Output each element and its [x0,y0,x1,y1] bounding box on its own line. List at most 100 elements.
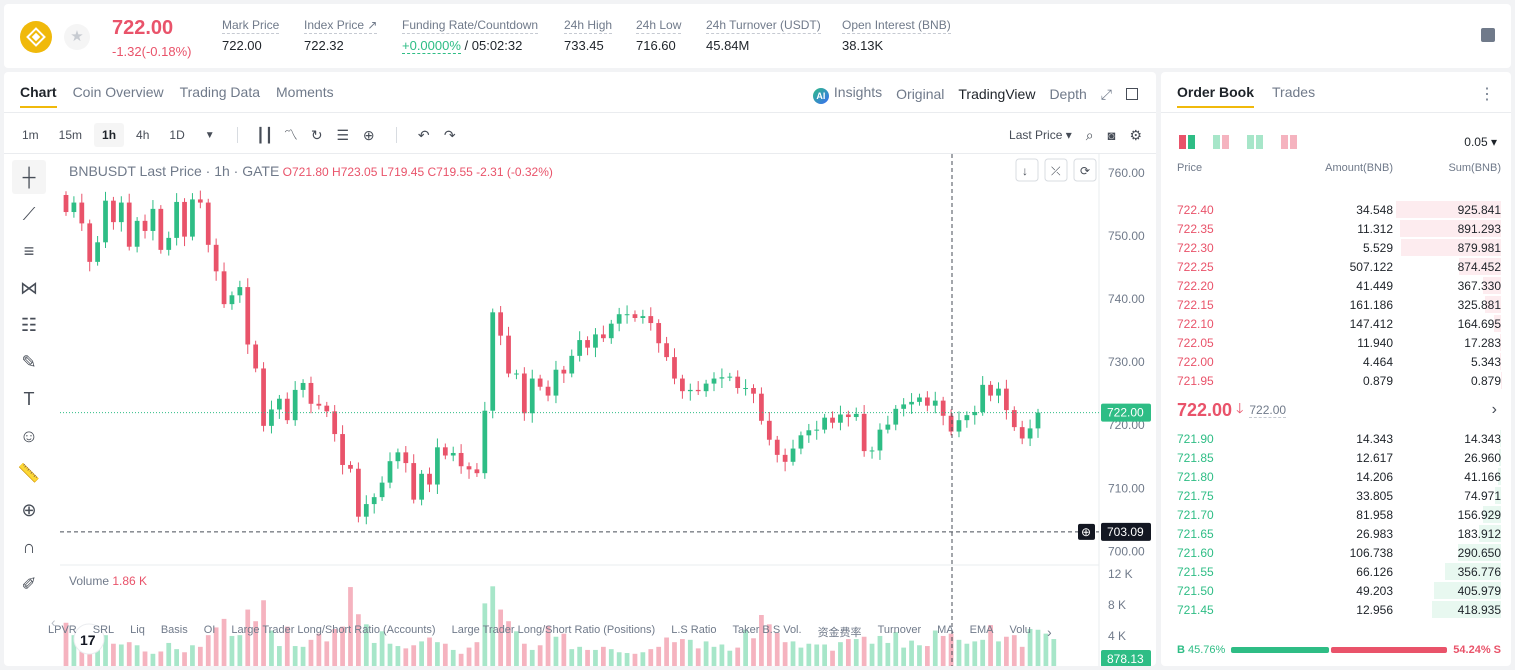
layout-both-alt-icon[interactable] [1213,135,1229,149]
collapse-icon[interactable] [1044,158,1068,182]
indicator-item[interactable]: Taker B.S Vol. [732,624,802,636]
view-tradingview[interactable]: TradingView [958,86,1036,102]
volume-bar [885,642,891,666]
expand-icon[interactable]: ⤢ [1100,85,1112,102]
horizontal-lines-icon[interactable]: ≡ [23,240,35,261]
crosshair-icon[interactable]: ┼ [12,160,46,194]
interval-4h[interactable]: 4h [136,128,150,142]
ask-row[interactable]: 722.30 5.529 879.981 [1161,238,1511,257]
stat-funding-rate[interactable]: Funding Rate/Countdown +0.0000% / 05:02:… [402,18,539,54]
trend-line-icon[interactable]: ⟋ [22,203,36,224]
tab-chart[interactable]: Chart [20,84,57,108]
layout-bids-icon[interactable] [1247,135,1263,149]
price-type-select[interactable]: Last Price ▾ [1009,128,1072,142]
tab-moments[interactable]: Moments [276,84,334,100]
ask-row[interactable]: 721.95 0.879 0.879 [1161,371,1511,390]
window-icon[interactable] [1126,88,1138,100]
indicator-item[interactable]: Liq [130,624,145,636]
interval-1d[interactable]: 1D [169,128,185,142]
insights-button[interactable]: AI Insights [812,84,882,104]
tab-coin-overview[interactable]: Coin Overview [72,84,164,100]
tab-order-book[interactable]: Order Book [1177,84,1255,108]
interval-15m[interactable]: 15m [58,128,83,142]
precision-select[interactable]: 0.05 ▾ [1464,135,1497,149]
bid-row[interactable]: 721.75 33.805 74.971 [1161,486,1511,505]
scroll-down-icon[interactable] [1015,158,1039,182]
indicator-item[interactable]: Basis [160,624,188,636]
templates-icon[interactable]: ☰ [336,126,350,143]
replay-icon[interactable]: ↻ [310,126,323,143]
brush-icon[interactable]: ✎ [21,351,37,372]
text-tool-icon[interactable]: T [23,388,35,409]
ask-row[interactable]: 722.00 4.464 5.343 [1161,352,1511,371]
bid-row[interactable]: 721.50 49.203 405.979 [1161,581,1511,600]
interval-1h[interactable]: 1h [94,123,125,147]
ask-row[interactable]: 722.40 34.548 925.841 [1161,200,1511,219]
candle [450,452,456,456]
more-menu-icon[interactable]: ⋮ [1479,86,1495,103]
add-order-button[interactable] [1078,523,1095,540]
volume-bar [450,649,456,666]
indicator-item[interactable]: 资金费率 [817,627,862,639]
bid-row[interactable]: 721.85 12.617 26.960 [1161,448,1511,467]
magnet-icon[interactable]: ∩ [22,536,36,557]
emoji-icon[interactable]: ☺ [19,425,39,446]
indicator-item[interactable]: EMA [969,624,994,636]
pattern-icon[interactable]: ⋈ [20,277,38,298]
interval-dropdown-icon[interactable]: ▼ [204,129,215,141]
guide-book-icon[interactable] [1481,28,1495,42]
tab-trades[interactable]: Trades [1272,84,1316,100]
stat-index-price[interactable]: Index Price ↗ 722.32 [304,18,378,53]
favorite-star-icon[interactable]: ★ [64,24,90,50]
stat-open-interest[interactable]: Open Interest (BNB) 38.13K [842,18,951,53]
candle-type-icon[interactable]: ┃┃ [256,126,274,143]
stat-mark-price[interactable]: Mark Price 722.00 [222,18,280,53]
view-original[interactable]: Original [896,86,945,102]
interval-1m[interactable]: 1m [22,128,39,142]
indicator-item[interactable]: Turnover [877,624,922,636]
indicators-icon[interactable]: 〽 [283,127,298,143]
depth-bar [1459,258,1501,275]
add-alert-icon[interactable]: ⊕ [362,126,375,143]
search-icon[interactable]: ⌕ [1085,126,1094,143]
indicator-item[interactable]: Large Trader Long/Short Ratio (Positions… [451,624,656,636]
bid-row[interactable]: 721.70 81.958 156.929 [1161,505,1511,524]
settings-gear-icon[interactable]: ⚙ [1129,126,1142,143]
layout-both-icon[interactable] [1179,135,1195,149]
ruler-icon[interactable]: 📏 [17,462,41,483]
bid-row[interactable]: 721.65 26.983 183.912 [1161,524,1511,543]
bid-row[interactable]: 721.60 106.738 290.650 [1161,543,1511,562]
indicator-item[interactable]: SRL [92,624,115,636]
bid-row[interactable]: 721.55 66.126 356.776 [1161,562,1511,581]
ask-row[interactable]: 722.05 11.940 17.283 [1161,333,1511,352]
bid-row[interactable]: 721.80 14.206 41.166 [1161,467,1511,486]
fib-retracement-icon[interactable]: ☷ [20,314,38,335]
fit-screen-icon[interactable] [1073,158,1097,182]
indicator-item[interactable]: OI [203,624,216,636]
ask-row[interactable]: 722.25 507.122 874.452 [1161,257,1511,276]
bid-row[interactable]: 721.90 14.343 14.343 [1161,429,1511,448]
layout-asks-icon[interactable] [1281,135,1297,149]
ask-row[interactable]: 722.20 41.449 367.330 [1161,276,1511,295]
volume-bar [276,646,282,666]
view-depth[interactable]: Depth [1049,86,1087,102]
ask-row[interactable]: 722.15 161.186 325.881 [1161,295,1511,314]
orderbook-mid-price[interactable]: 722.00 🡓 722.00 › [1177,397,1497,423]
bid-row[interactable]: 721.45 12.956 418.935 [1161,600,1511,619]
price-chart[interactable]: BNBUSDT Last Price · 1h · GATE O721.80 H… [4,154,1156,666]
redo-icon[interactable]: ↷ [443,126,456,143]
ask-row[interactable]: 722.10 147.412 164.695 [1161,314,1511,333]
indicator-item[interactable]: MA [937,624,954,636]
zoom-in-icon[interactable]: ⊕ [21,499,37,520]
tab-trading-data[interactable]: Trading Data [179,84,261,100]
chevron-right-icon[interactable]: › [1046,624,1052,640]
pencil-icon[interactable]: ✐ [21,573,37,594]
ask-row[interactable]: 722.35 11.312 891.293 [1161,219,1511,238]
indicator-item[interactable]: Volu [1009,624,1031,636]
indicator-item[interactable]: Large Trader Long/Short Ratio (Accounts) [231,624,436,636]
funding-rate-value: +0.0000% [402,38,461,54]
indicator-item[interactable]: LPVR [48,624,77,636]
camera-icon[interactable]: ◙ [1107,127,1116,143]
indicator-item[interactable]: L.S Ratio [671,624,717,636]
undo-icon[interactable]: ↶ [417,126,430,143]
